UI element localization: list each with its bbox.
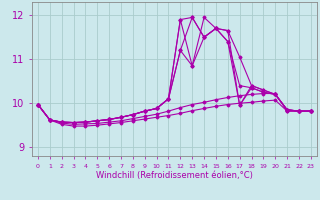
X-axis label: Windchill (Refroidissement éolien,°C): Windchill (Refroidissement éolien,°C): [96, 171, 253, 180]
